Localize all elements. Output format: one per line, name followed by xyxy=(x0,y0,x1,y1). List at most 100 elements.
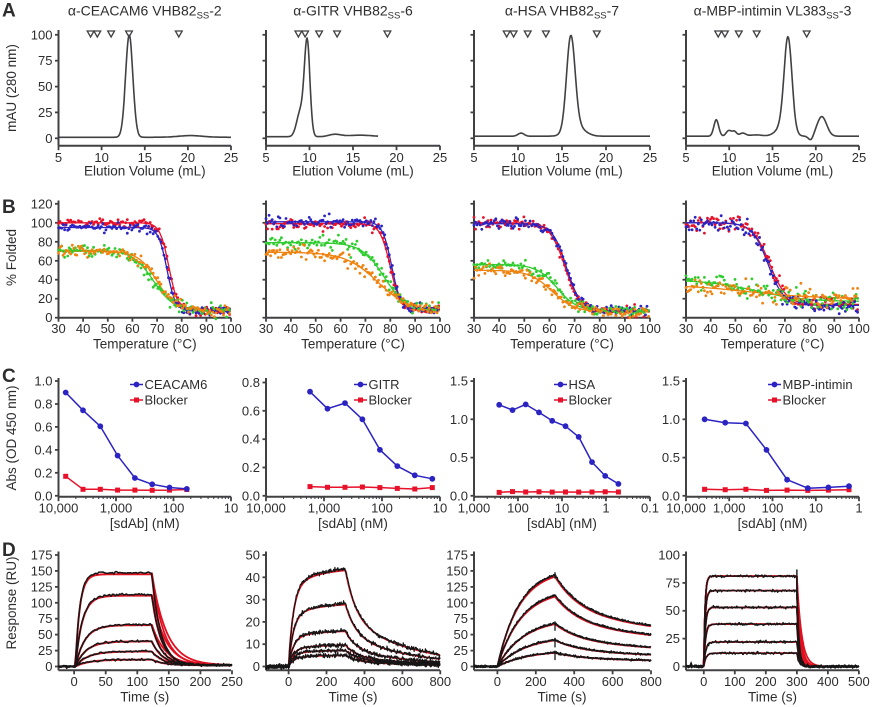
svg-text:40: 40 xyxy=(246,570,260,585)
svg-text:Time (s): Time (s) xyxy=(329,689,378,704)
svg-text:0.6: 0.6 xyxy=(34,419,52,434)
svg-text:Elution Volume (mL): Elution Volume (mL) xyxy=(712,164,834,179)
svg-text:400: 400 xyxy=(354,674,376,689)
svg-text:15: 15 xyxy=(765,150,779,165)
svg-text:30: 30 xyxy=(51,321,65,336)
svg-text:80: 80 xyxy=(174,321,188,336)
svg-text:5: 5 xyxy=(470,150,477,165)
svg-text:200: 200 xyxy=(316,674,338,689)
svg-text:800: 800 xyxy=(429,674,451,689)
svg-text:40: 40 xyxy=(76,321,90,336)
svg-text:25: 25 xyxy=(454,643,468,658)
svg-text:75: 75 xyxy=(666,575,680,590)
svg-text:50: 50 xyxy=(308,321,322,336)
svg-text:50: 50 xyxy=(101,321,115,336)
svg-text:100: 100 xyxy=(163,501,185,516)
svg-text:MBP-intimin: MBP-intimin xyxy=(783,377,853,392)
svg-text:D: D xyxy=(2,540,16,561)
svg-text:0.6: 0.6 xyxy=(242,403,260,418)
svg-text:Blocker: Blocker xyxy=(145,393,189,408)
svg-text:25: 25 xyxy=(38,643,52,658)
svg-text:0.1: 0.1 xyxy=(641,501,659,516)
svg-text:10: 10 xyxy=(302,150,316,165)
svg-text:70: 70 xyxy=(567,321,581,336)
svg-text:400: 400 xyxy=(817,674,839,689)
svg-text:5: 5 xyxy=(55,150,62,165)
svg-text:100: 100 xyxy=(31,215,53,230)
svg-text:[sdAb] (nM): [sdAb] (nM) xyxy=(318,516,388,531)
svg-text:[sdAb] (nM): [sdAb] (nM) xyxy=(110,516,180,531)
svg-text:10: 10 xyxy=(433,501,447,516)
svg-text:50: 50 xyxy=(98,674,112,689)
svg-text:1: 1 xyxy=(602,501,609,516)
svg-text:25: 25 xyxy=(643,150,657,165)
svg-text:50: 50 xyxy=(728,321,742,336)
svg-text:[sdAb] (nM): [sdAb] (nM) xyxy=(527,516,597,531)
svg-text:90: 90 xyxy=(199,321,213,336)
svg-text:100: 100 xyxy=(507,501,529,516)
svg-text:80: 80 xyxy=(592,321,606,336)
svg-text:1.5: 1.5 xyxy=(450,374,468,389)
svg-text:100: 100 xyxy=(429,321,451,336)
svg-text:120: 120 xyxy=(31,196,53,211)
svg-text:100: 100 xyxy=(658,548,680,563)
svg-text:800: 800 xyxy=(640,674,662,689)
svg-text:200: 200 xyxy=(190,674,212,689)
svg-text:10: 10 xyxy=(555,501,569,516)
svg-text:0: 0 xyxy=(45,131,52,146)
svg-text:200: 200 xyxy=(755,674,777,689)
svg-text:0: 0 xyxy=(700,674,707,689)
svg-text:90: 90 xyxy=(618,321,632,336)
svg-text:20: 20 xyxy=(809,150,823,165)
svg-text:100: 100 xyxy=(762,501,784,516)
svg-text:Blocker: Blocker xyxy=(369,393,413,408)
svg-text:40: 40 xyxy=(284,321,298,336)
svg-text:25: 25 xyxy=(433,150,447,165)
svg-text:100: 100 xyxy=(724,674,746,689)
svg-text:250: 250 xyxy=(221,674,243,689)
svg-text:20: 20 xyxy=(181,150,195,165)
svg-text:1,000: 1,000 xyxy=(308,501,341,516)
svg-text:0.2: 0.2 xyxy=(242,460,260,475)
svg-text:500: 500 xyxy=(848,674,870,689)
svg-text:70: 70 xyxy=(778,321,792,336)
svg-text:60: 60 xyxy=(753,321,767,336)
svg-text:60: 60 xyxy=(542,321,556,336)
svg-text:20: 20 xyxy=(599,150,613,165)
svg-text:% Folded: % Folded xyxy=(4,229,19,286)
svg-text:GITR: GITR xyxy=(369,377,400,392)
svg-text:600: 600 xyxy=(602,674,624,689)
svg-text:mAU (280 nm): mAU (280 nm) xyxy=(4,44,19,132)
svg-text:50: 50 xyxy=(666,603,680,618)
svg-text:30: 30 xyxy=(259,321,273,336)
svg-text:25: 25 xyxy=(38,105,52,120)
svg-text:75: 75 xyxy=(38,53,52,68)
svg-text:10: 10 xyxy=(224,501,238,516)
svg-text:10,000: 10,000 xyxy=(39,501,79,516)
svg-text:1.0: 1.0 xyxy=(662,412,680,427)
svg-text:Elution Volume (mL): Elution Volume (mL) xyxy=(292,164,414,179)
svg-text:50: 50 xyxy=(246,548,260,563)
svg-text:150: 150 xyxy=(31,563,53,578)
svg-text:10: 10 xyxy=(94,150,108,165)
svg-text:100: 100 xyxy=(126,674,148,689)
svg-text:100: 100 xyxy=(31,595,53,610)
svg-text:15: 15 xyxy=(138,150,152,165)
svg-text:200: 200 xyxy=(525,674,547,689)
svg-text:0.0: 0.0 xyxy=(242,488,260,503)
svg-text:25: 25 xyxy=(852,150,866,165)
svg-text:40: 40 xyxy=(703,321,717,336)
svg-text:40: 40 xyxy=(492,321,506,336)
svg-text:0: 0 xyxy=(285,674,292,689)
svg-text:C: C xyxy=(2,366,16,387)
svg-text:10: 10 xyxy=(722,150,736,165)
svg-text:20: 20 xyxy=(389,150,403,165)
svg-text:α-MBP-intimin VL383SS-3: α-MBP-intimin VL383SS-3 xyxy=(694,3,852,22)
svg-text:175: 175 xyxy=(31,548,53,563)
svg-text:50: 50 xyxy=(38,627,52,642)
svg-text:Blocker: Blocker xyxy=(783,393,827,408)
svg-text:Temperature (°C): Temperature (°C) xyxy=(510,337,614,352)
svg-text:400: 400 xyxy=(563,674,585,689)
svg-text:60: 60 xyxy=(38,253,52,268)
svg-text:125: 125 xyxy=(31,579,53,594)
